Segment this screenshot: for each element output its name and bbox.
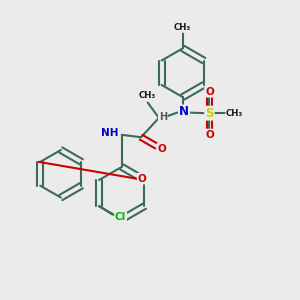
Text: NH: NH: [101, 128, 119, 138]
Text: N: N: [179, 106, 189, 118]
Text: Cl: Cl: [115, 212, 126, 223]
Text: S: S: [205, 106, 214, 120]
Text: H: H: [159, 112, 167, 122]
Text: O: O: [205, 130, 214, 140]
Text: O: O: [158, 143, 166, 154]
Text: CH₃: CH₃: [226, 109, 243, 118]
Text: CH₃: CH₃: [138, 92, 156, 100]
Text: O: O: [205, 87, 214, 97]
Text: CH₃: CH₃: [174, 23, 191, 32]
Text: O: O: [138, 173, 146, 184]
